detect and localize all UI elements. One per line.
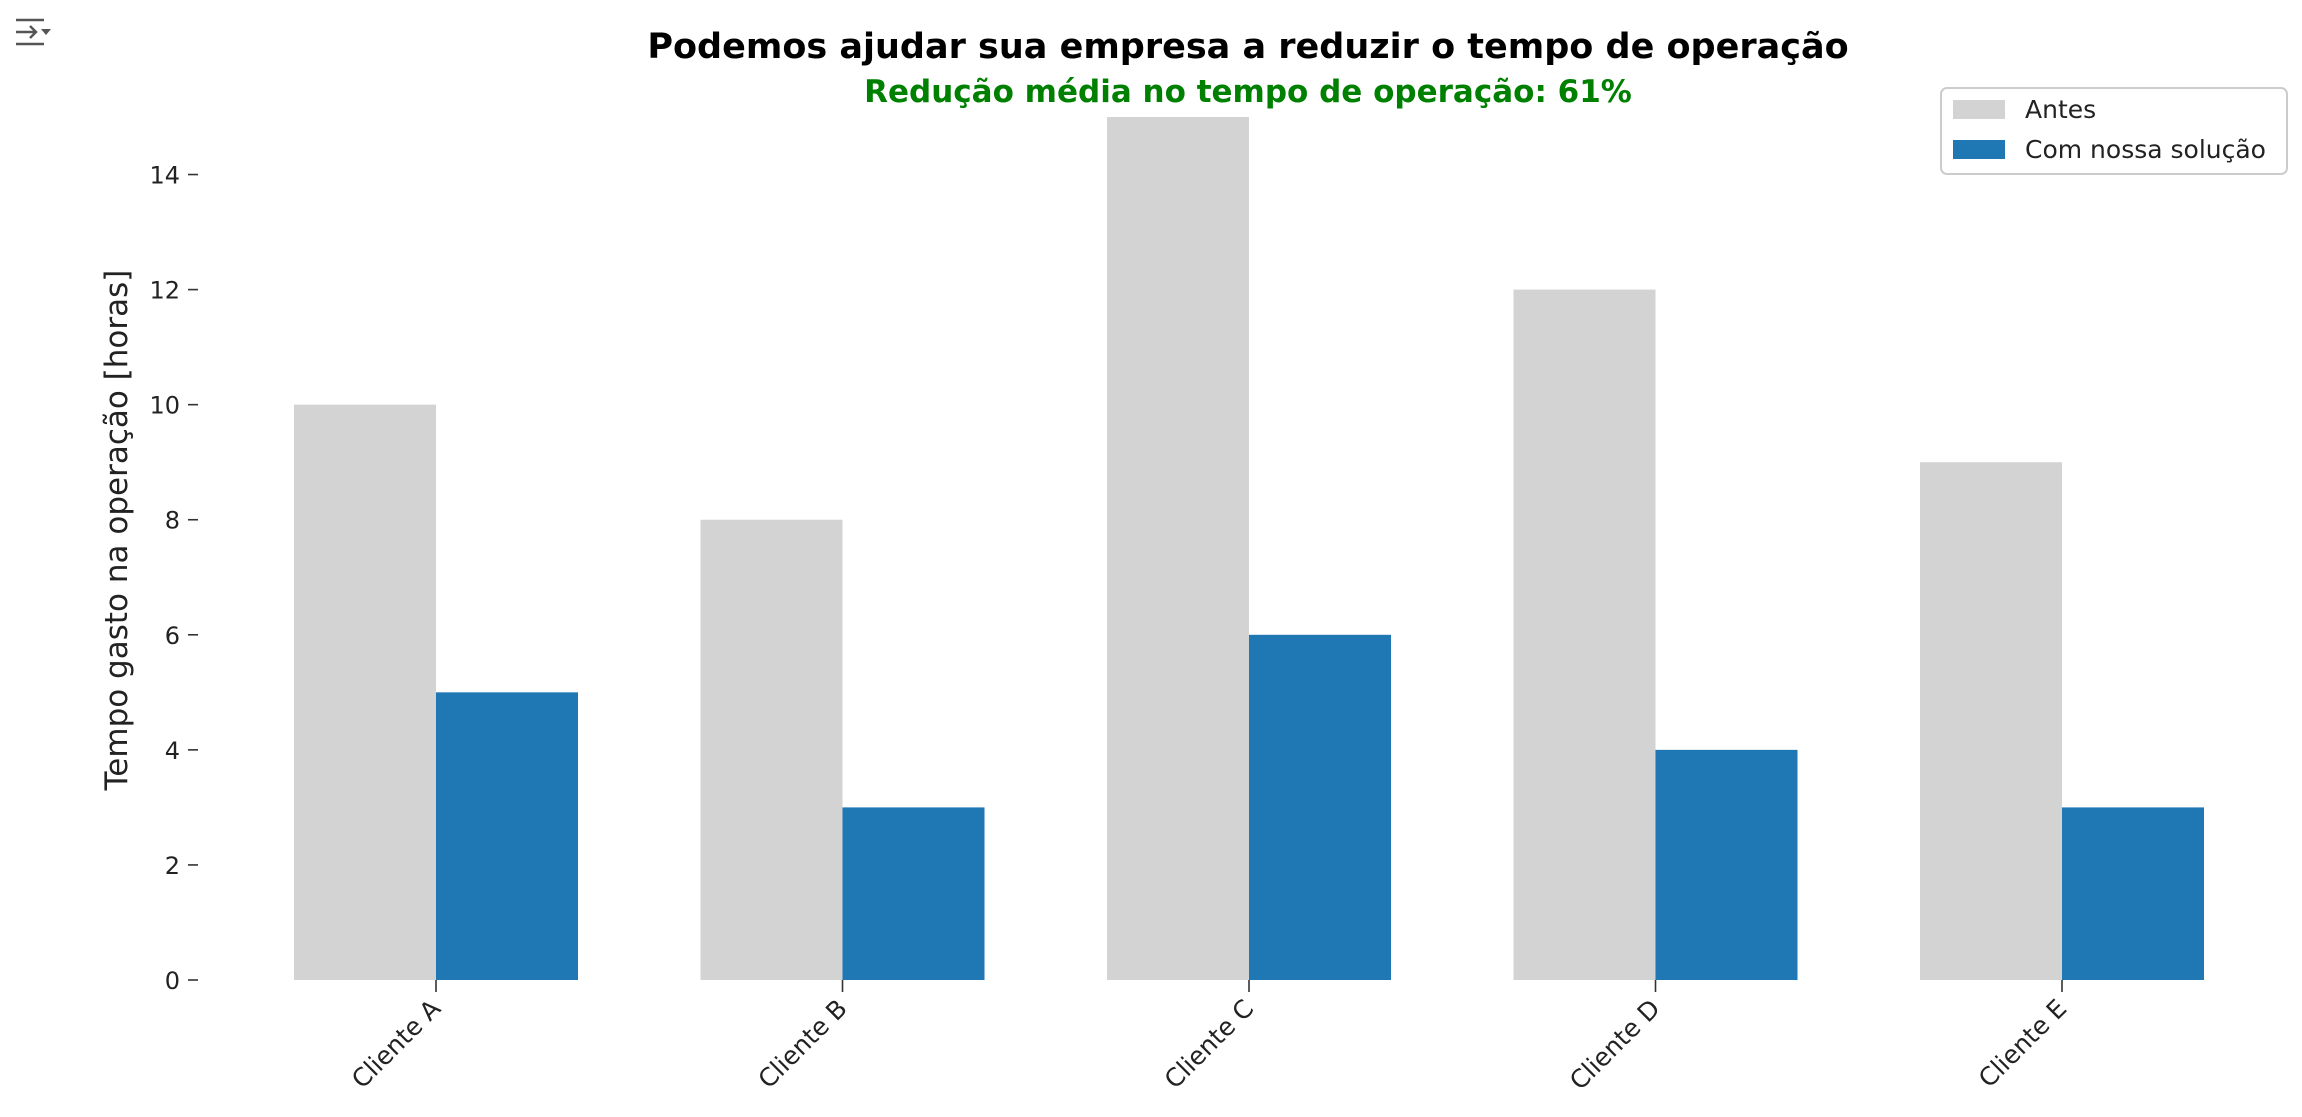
bar-solucao-1	[436, 692, 578, 980]
x-tick-label: Cliente E	[1973, 994, 2072, 1093]
bar-solucao-3	[1249, 634, 1391, 980]
bar-antes-3	[1107, 117, 1249, 980]
x-tick-label: Cliente C	[1159, 994, 1260, 1095]
legend-frame	[1940, 87, 2288, 175]
y-tick-label: 0	[165, 967, 180, 995]
legend-label: Com nossa solução	[2025, 135, 2266, 164]
x-tick-label: Cliente B	[752, 994, 852, 1094]
chart-title: Podemos ajudar sua empresa a reduzir o t…	[647, 27, 1848, 67]
legend-label: Antes	[2025, 95, 2096, 124]
x-axis: Cliente A Cliente B Cliente C Cliente D Clie…	[346, 980, 2072, 1096]
bars	[294, 117, 2204, 981]
legend-swatch	[1953, 100, 2005, 119]
bar-solucao-2	[842, 807, 985, 980]
bar-antes-4	[1513, 289, 1656, 981]
y-tick-label: 4	[165, 737, 180, 765]
y-tick-label: 6	[165, 622, 180, 650]
legend-swatch	[1953, 140, 2005, 159]
bar-solucao-5	[2062, 807, 2204, 980]
bar-antes-5	[1920, 462, 2062, 980]
output-collapse-icon[interactable]	[14, 14, 54, 50]
y-axis: 0 2 4 6 8 10 12 14	[149, 162, 198, 995]
chart-subtitle: Redução média no tempo de operação: 61%	[864, 74, 1632, 110]
y-tick-label: 10	[149, 392, 180, 420]
y-tick-label: 2	[165, 852, 180, 880]
y-axis-label: Tempo gasto na operação [horas]	[99, 270, 135, 792]
bar-antes-1	[294, 404, 436, 981]
y-tick-label: 8	[165, 507, 180, 535]
bar-antes-2	[700, 519, 843, 980]
legend: Antes Com nossa solução	[1940, 87, 2288, 175]
bar-solucao-4	[1655, 749, 1798, 980]
y-tick-label: 14	[149, 162, 180, 190]
y-tick-label: 12	[149, 277, 180, 305]
x-tick-label: Cliente D	[1564, 994, 1666, 1096]
x-tick-label: Cliente A	[346, 994, 446, 1094]
